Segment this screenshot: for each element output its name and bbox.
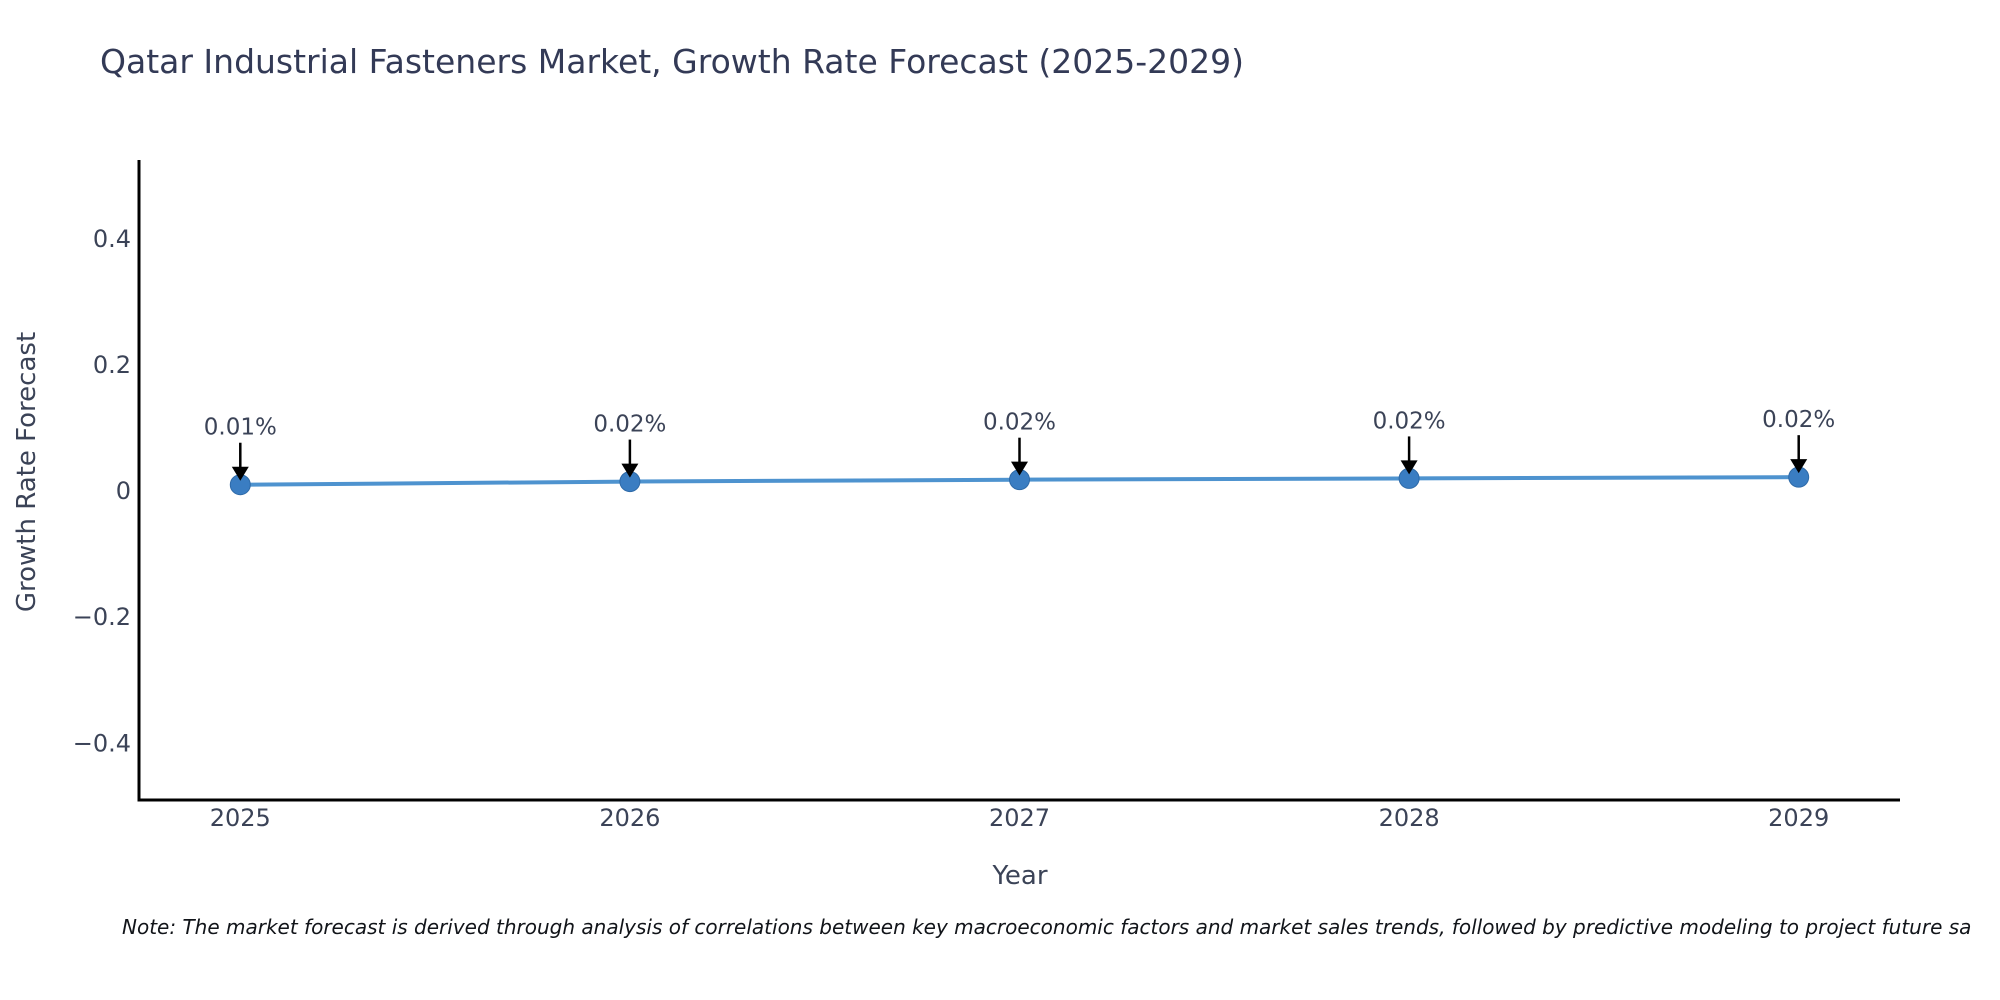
y-tick-label: −0.2 [73,603,131,631]
x-tick-label: 2025 [210,804,271,832]
x-axis-title: Year [992,861,1048,891]
x-tick-label: 2029 [1768,804,1829,832]
y-tick-label: 0.2 [93,351,131,379]
annotation-label: 0.02% [593,412,666,438]
annotation-arrow-head [1011,461,1028,476]
annotation-label: 0.01% [204,415,277,441]
x-tick-label: 2027 [989,804,1050,832]
chart-title: Qatar Industrial Fasteners Market, Growt… [100,42,1245,81]
y-tick-label: 0 [116,477,131,505]
x-tick-label: 2028 [1379,804,1440,832]
annotation-label: 0.02% [1373,408,1446,434]
y-tick-label: 0.4 [93,225,131,253]
annotation-label: 0.02% [1762,407,1835,433]
x-tick-label: 2026 [599,804,660,832]
annotation-arrow-head [1790,459,1808,474]
annotation-arrow-head [621,463,639,478]
annotation-arrow-head [231,466,249,481]
footnote: Note: The market forecast is derived thr… [122,915,1972,939]
y-tick-label: −0.4 [73,729,131,757]
annotation-arrow-head [1400,460,1418,475]
annotation-label: 0.02% [983,410,1056,436]
